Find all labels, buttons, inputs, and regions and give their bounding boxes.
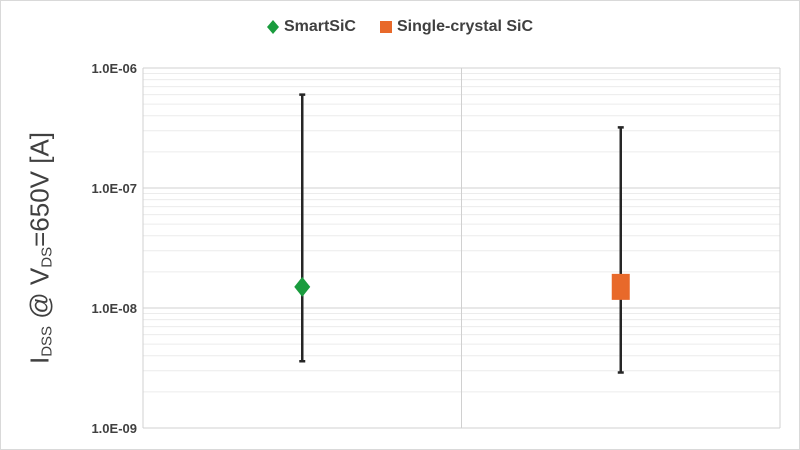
y-tick-label: 1.0E-06 bbox=[91, 61, 137, 76]
legend-item-smartsic: SmartSiC bbox=[266, 18, 356, 36]
diamond-marker-icon bbox=[266, 20, 279, 34]
legend-label: Single-crystal SiC bbox=[396, 18, 534, 35]
y-tick-label: 1.0E-09 bbox=[91, 421, 137, 436]
y-tick-label: 1.0E-08 bbox=[91, 301, 137, 316]
square-marker-icon bbox=[379, 21, 392, 33]
data-point-smartsic bbox=[294, 276, 311, 297]
legend: SmartSiC Single-crystal SiC bbox=[0, 18, 800, 36]
y-tick-label: 1.0E-07 bbox=[91, 181, 137, 196]
data-point-single-crystal bbox=[611, 273, 630, 300]
legend-label: SmartSiC bbox=[283, 18, 356, 35]
legend-item-single-crystal: Single-crystal SiC bbox=[379, 18, 534, 36]
